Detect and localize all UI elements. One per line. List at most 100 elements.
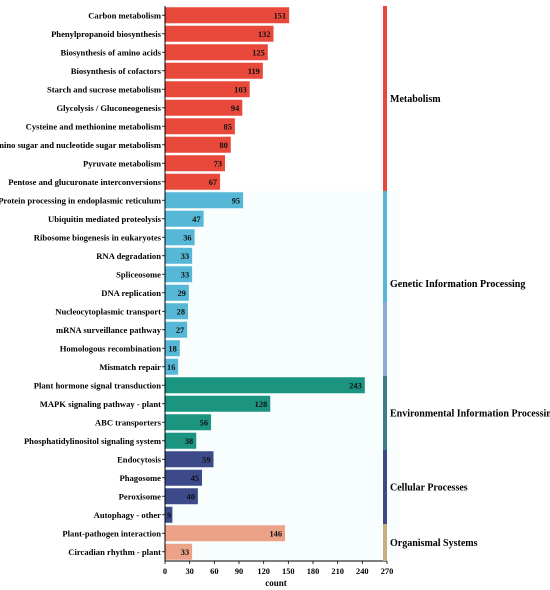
value-label: 9 xyxy=(167,511,171,520)
value-label: 128 xyxy=(255,400,268,409)
category-group-bar xyxy=(383,6,387,561)
group-label: Metabolism xyxy=(390,94,441,105)
bar xyxy=(165,25,274,42)
bar xyxy=(165,303,189,320)
group-bar-segment xyxy=(383,376,387,450)
value-label: 56 xyxy=(200,418,208,427)
bar xyxy=(165,506,173,523)
value-label: 16 xyxy=(167,363,175,372)
category-label: Protein processing in endoplasmic reticu… xyxy=(0,195,162,205)
category-label: Circadian rhythm - plant xyxy=(68,547,161,557)
category-label: Ubiquitin mediated proteolysis xyxy=(48,214,162,224)
bar xyxy=(165,321,188,338)
x-ticks-layer: 0 30 60 90 120 150 180 210 240 270 xyxy=(163,561,393,576)
bar xyxy=(165,395,271,412)
bar xyxy=(165,118,235,135)
x-axis-title: count xyxy=(265,578,287,588)
group-label: Cellular Processes xyxy=(390,483,468,494)
bar xyxy=(165,525,286,542)
bar xyxy=(165,44,268,61)
value-label: 125 xyxy=(252,48,265,57)
value-label: 29 xyxy=(177,289,185,298)
category-label: Glycolysis / Gluconeogenesis xyxy=(56,103,161,113)
value-label: 28 xyxy=(177,307,185,316)
value-label: 151 xyxy=(274,11,287,20)
group-labels-layer: Metabolism Genetic Information Processing… xyxy=(390,94,550,549)
bar xyxy=(165,7,290,24)
x-tick-label: 0 xyxy=(163,567,167,576)
value-label: 119 xyxy=(248,67,260,76)
bar xyxy=(165,173,221,190)
x-tick-label: 180 xyxy=(307,567,320,576)
bar xyxy=(165,377,365,394)
value-label: 103 xyxy=(234,85,247,94)
category-label: Autophagy - other xyxy=(94,510,162,520)
value-label: 59 xyxy=(202,455,210,464)
x-tick-label: 90 xyxy=(235,567,243,576)
value-label: 36 xyxy=(183,233,191,242)
value-label: 27 xyxy=(176,326,184,335)
category-label: Ribosome biogenesis in eukaryotes xyxy=(34,232,162,242)
value-label: 33 xyxy=(181,270,189,279)
group-bar-segment xyxy=(383,191,387,302)
value-label: 132 xyxy=(258,30,271,39)
category-label: DNA replication xyxy=(101,288,161,298)
category-label: Starch and sucrose metabolism xyxy=(47,84,162,94)
category-label: Plant hormone signal transduction xyxy=(34,380,161,390)
bar xyxy=(165,81,250,98)
value-label: 33 xyxy=(181,252,189,261)
value-label: 38 xyxy=(185,437,193,446)
value-label: 45 xyxy=(191,474,199,483)
category-label: Mismatch repair xyxy=(99,362,161,372)
category-label: Carbon metabolism xyxy=(88,10,162,20)
value-label: 85 xyxy=(224,122,232,131)
group-bar-segment xyxy=(383,450,387,524)
value-label: 18 xyxy=(168,344,176,353)
group-bar-segment xyxy=(383,524,387,561)
bar xyxy=(165,432,197,449)
bar xyxy=(165,210,204,227)
value-label: 146 xyxy=(269,529,282,538)
category-label: Endocytosis xyxy=(117,454,162,464)
category-label: Pentose and glucuronate interconversions xyxy=(8,177,161,187)
value-label: 73 xyxy=(214,159,222,168)
category-label: Phagosome xyxy=(119,473,161,483)
bar xyxy=(165,155,226,172)
category-label: RNA degradation xyxy=(96,251,161,261)
category-label: Phosphatidylinositol signaling system xyxy=(24,436,162,446)
value-label: 67 xyxy=(209,178,217,187)
category-label: Homologous recombination xyxy=(60,343,162,353)
bars-layer xyxy=(165,7,365,560)
value-label: 33 xyxy=(181,548,189,557)
bar xyxy=(165,284,189,301)
category-label: Phenylpropanoid biosynthesis xyxy=(51,29,162,39)
category-label: mRNA surveillance pathway xyxy=(56,325,162,335)
bar xyxy=(165,266,193,283)
bar xyxy=(165,247,193,264)
bar xyxy=(165,358,179,375)
group-label: Genetic Information Processing xyxy=(390,279,525,290)
category-label: Peroxisome xyxy=(119,491,162,501)
x-tick-label: 270 xyxy=(381,567,394,576)
category-label: Cysteine and methionine metabolism xyxy=(26,121,162,131)
category-label: Biosynthesis of amino acids xyxy=(60,47,161,57)
group-bar-segment xyxy=(383,302,387,376)
category-label: Pyruvate metabolism xyxy=(83,158,162,168)
value-label: 47 xyxy=(192,215,200,224)
bar xyxy=(165,136,231,153)
bar xyxy=(165,99,243,116)
value-label: 94 xyxy=(231,104,240,113)
x-tick-label: 60 xyxy=(210,567,218,576)
bar xyxy=(165,229,195,246)
group-background-layer xyxy=(163,191,399,561)
x-tick-label: 150 xyxy=(282,567,295,576)
bar xyxy=(165,469,202,486)
value-label: 40 xyxy=(187,492,195,501)
category-label: Plant-pathogen interaction xyxy=(62,528,161,538)
value-label: 95 xyxy=(232,196,240,205)
x-tick-label: 120 xyxy=(257,567,270,576)
value-label: 243 xyxy=(349,381,362,390)
category-label: Spliceosome xyxy=(116,269,161,279)
group-bar-segment xyxy=(383,6,387,191)
category-label: ABC transporters xyxy=(95,417,162,427)
